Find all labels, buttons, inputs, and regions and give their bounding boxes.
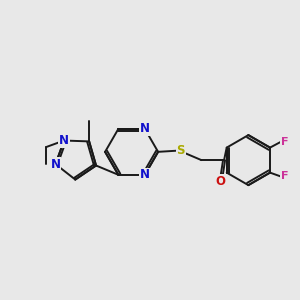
Text: N: N: [50, 158, 61, 171]
Text: F: F: [281, 137, 289, 147]
Text: N: N: [140, 168, 150, 181]
Text: F: F: [281, 171, 289, 181]
Text: N: N: [59, 134, 69, 147]
Text: N: N: [140, 122, 150, 135]
Text: S: S: [176, 144, 185, 157]
Text: O: O: [216, 175, 226, 188]
